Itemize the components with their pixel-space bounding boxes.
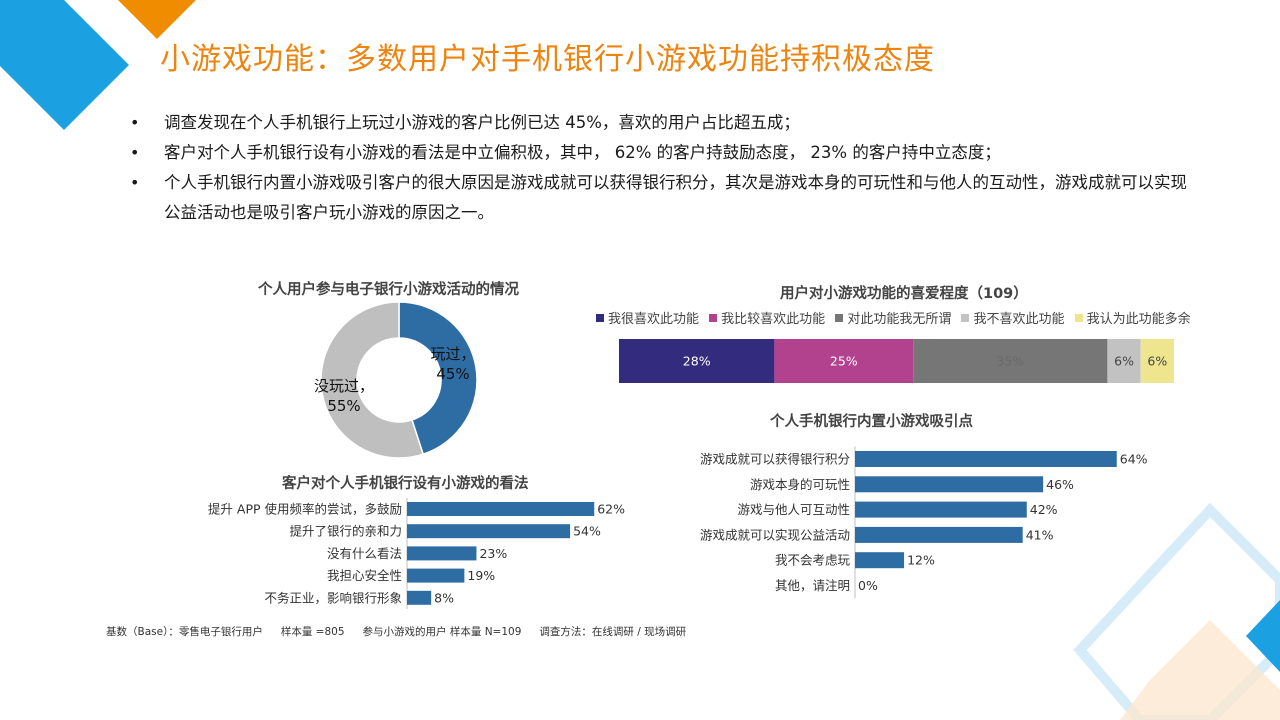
stacked-segment bbox=[774, 339, 914, 383]
legend-swatch bbox=[1074, 314, 1083, 322]
attraction-chart-title: 个人手机银行内置小游戏吸引点 bbox=[770, 414, 973, 430]
legend-swatch bbox=[596, 314, 604, 322]
legend-label: 我比较喜欢此功能 bbox=[721, 312, 826, 327]
legend-item: 对此功能我无所谓 bbox=[835, 308, 951, 327]
bar-category-label: 游戏成就可以实现公益活动 bbox=[700, 527, 850, 542]
bar-value-label: 42% bbox=[1030, 502, 1058, 517]
legend-swatch bbox=[835, 314, 844, 322]
attitude-chart: 提升 APP 使用频率的尝试，多鼓励 62% 提升了银行的亲和力 54% 没有什么看法 2… bbox=[208, 497, 625, 609]
bar bbox=[855, 476, 1044, 493]
pie-value-label: 55% bbox=[327, 397, 360, 415]
bar-category-label: 其他，请注明 bbox=[775, 578, 850, 593]
stacked-segment bbox=[1140, 339, 1174, 383]
bar-category-label: 提升 APP 使用频率的尝试，多鼓励 bbox=[208, 502, 402, 517]
preference-chart-title: 用户对小游戏功能的喜爱程度（109） bbox=[780, 286, 1028, 302]
pie-chart: 玩过， 45% 没玩过， 55% bbox=[314, 301, 478, 459]
bar-value-label: 41% bbox=[1026, 527, 1054, 542]
bar bbox=[407, 524, 571, 539]
bar-category-label: 游戏本身的可玩性 bbox=[750, 477, 850, 492]
legend-item: 我不喜欢此功能 bbox=[961, 308, 1064, 327]
legend-label: 对此功能我无所谓 bbox=[847, 312, 952, 327]
bar-category-label: 不务正业，影响银行形象 bbox=[264, 590, 402, 605]
bar-value-label: 62% bbox=[597, 502, 625, 517]
footnote-sample-2: 参与小游戏的用户 样本量 N=109 bbox=[362, 626, 522, 638]
bullet-item: 个人手机银行内置小游戏吸引客户的很大原因是游戏成就可以获得银行积分，其次是游戏本… bbox=[130, 168, 1190, 228]
preference-chart: 28% 25% 35% 6% 6% bbox=[619, 339, 1174, 383]
preference-legend: 我很喜欢此功能 我比较喜欢此功能 对此功能我无所谓 我不喜欢此功能 我认为此功能… bbox=[596, 308, 1197, 327]
corner-decoration-top-left bbox=[0, 0, 196, 130]
bar-value-label: 12% bbox=[907, 553, 935, 568]
page-title: 小游戏功能：多数用户对手机银行小游戏功能持积极态度 bbox=[160, 42, 935, 77]
legend-item: 我很喜欢此功能 bbox=[596, 308, 699, 327]
bar bbox=[855, 552, 905, 569]
bar bbox=[855, 501, 1027, 518]
footnote-base: 基数（Base）：零售电子银行用户 bbox=[106, 626, 263, 638]
legend-label: 我认为此功能多余 bbox=[1086, 312, 1191, 327]
bar bbox=[407, 502, 595, 516]
attitude-chart-title: 客户对个人手机银行设有小游戏的看法 bbox=[282, 476, 529, 492]
pie-chart-title: 个人用户参与电子银行小游戏活动的情况 bbox=[258, 282, 519, 298]
bar-category-label: 提升了银行的亲和力 bbox=[289, 524, 402, 539]
pie-slice-played bbox=[398, 301, 478, 456]
bar-category-label: 游戏与他人可互动性 bbox=[737, 502, 850, 517]
stacked-segment bbox=[619, 339, 775, 383]
bar-value-label: 19% bbox=[467, 568, 495, 583]
attraction-chart: 游戏成就可以获得银行积分 64% 游戏本身的可玩性 46% 游戏与他人可互动性 42% 游戏… bbox=[700, 446, 1148, 599]
stacked-segment-label: 6% bbox=[1114, 354, 1134, 369]
bar-category-label: 我不会考虑玩 bbox=[775, 553, 851, 568]
bar bbox=[407, 546, 477, 561]
stacked-segment bbox=[1107, 339, 1141, 383]
legend-label: 我很喜欢此功能 bbox=[608, 312, 700, 327]
corner-decoration-bottom-right bbox=[1073, 502, 1280, 720]
bar-value-label: 23% bbox=[479, 546, 507, 561]
bar bbox=[855, 451, 1117, 467]
bullet-item: 调查发现在个人手机银行上玩过小游戏的客户比例已达 45%，喜欢的用户占比超五成； bbox=[130, 108, 1190, 138]
bar bbox=[407, 568, 465, 583]
bar-value-label: 54% bbox=[573, 524, 601, 539]
legend-swatch bbox=[961, 314, 970, 322]
bar-value-label: 46% bbox=[1046, 477, 1074, 492]
footnote-method: 调查方法：在线调研 / 现场调研 bbox=[539, 626, 687, 638]
pie-slice-not-played bbox=[320, 301, 425, 459]
legend-swatch bbox=[709, 314, 718, 322]
bar bbox=[407, 590, 432, 605]
pie-value-label: 45% bbox=[436, 365, 469, 383]
bar-category-label: 没有什么看法 bbox=[327, 546, 402, 561]
stacked-segment bbox=[913, 339, 1108, 383]
bar-value-label: 0% bbox=[858, 578, 878, 593]
bar-category-label: 游戏成就可以获得银行积分 bbox=[700, 452, 850, 467]
bar-value-label: 64% bbox=[1120, 452, 1148, 467]
footnote: 基数（Base）：零售电子银行用户 样本量 =805 参与小游戏的用户 样本量 N=… bbox=[106, 624, 704, 639]
legend-item: 我比较喜欢此功能 bbox=[709, 308, 825, 327]
bar-value-label: 8% bbox=[434, 590, 454, 605]
pie-label: 玩过， bbox=[430, 345, 475, 363]
stacked-segment-label: 6% bbox=[1147, 354, 1167, 369]
bullet-list: 调查发现在个人手机银行上玩过小游戏的客户比例已达 45%，喜欢的用户占比超五成；… bbox=[130, 108, 1190, 228]
footnote-sample-1: 样本量 =805 bbox=[280, 626, 345, 638]
stacked-segment-label: 25% bbox=[830, 354, 858, 369]
stacked-segment-label: 35% bbox=[996, 354, 1024, 369]
bar bbox=[855, 526, 1023, 543]
legend-item: 我认为此功能多余 bbox=[1074, 308, 1191, 327]
stacked-segment-label: 28% bbox=[683, 354, 711, 369]
legend-label: 我不喜欢此功能 bbox=[973, 312, 1065, 327]
bullet-item: 客户对个人手机银行设有小游戏的看法是中立偏积极，其中， 62% 的客户持鼓励态度… bbox=[130, 138, 1190, 168]
pie-label: 没玩过， bbox=[314, 377, 374, 395]
bar-category-label: 我担心安全性 bbox=[327, 568, 402, 583]
